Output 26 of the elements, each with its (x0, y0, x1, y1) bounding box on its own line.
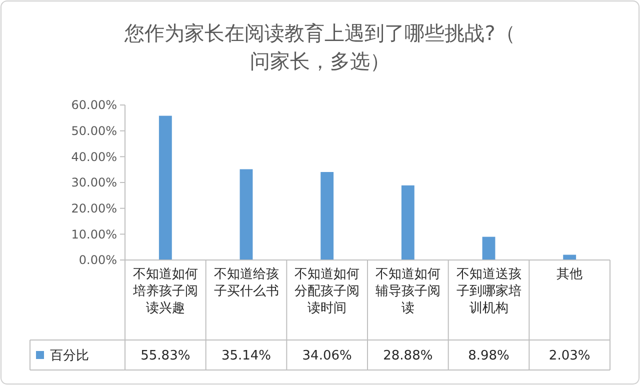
chart-title: 您作为家长在阅读教育上遇到了哪些挑战?（问家长，多选） (124, 21, 516, 73)
y-tick-label: 20.00% (71, 202, 117, 216)
bar (482, 236, 496, 260)
bar (320, 172, 334, 260)
y-tick-label: 30.00% (71, 176, 117, 190)
data-label: 35.14% (221, 348, 272, 364)
y-tick-label: 60.00% (71, 98, 117, 112)
bar (158, 116, 172, 260)
y-tick-label: 10.00% (71, 227, 117, 242)
x-tick-label: 不知道给孩子买什么书 (214, 267, 279, 299)
data-label: 55.83% (140, 348, 190, 364)
y-tick-label: 50.00% (71, 124, 117, 138)
x-tick-label: 不知道如何分配孩子阅读时间 (294, 267, 360, 316)
data-label: 28.88% (383, 348, 433, 364)
bar (240, 169, 253, 260)
y-tick-label: 0.00% (78, 253, 117, 268)
data-label: 2.03% (548, 348, 590, 364)
x-tick-label: 其他 (556, 267, 583, 282)
data-label: 34.06% (302, 348, 352, 364)
x-tick-label: 不知道如何辅导孩子阅读 (375, 267, 440, 316)
legend-label: 百分比 (50, 348, 89, 364)
y-tick-label: 40.00% (71, 150, 117, 164)
bar (401, 185, 414, 260)
x-tick-label: 不知道如何培养孩子阅读兴趣 (132, 267, 198, 316)
data-label: 8.98% (468, 348, 510, 364)
x-tick-label: 不知道送孩子到哪家培训机构 (456, 267, 522, 316)
